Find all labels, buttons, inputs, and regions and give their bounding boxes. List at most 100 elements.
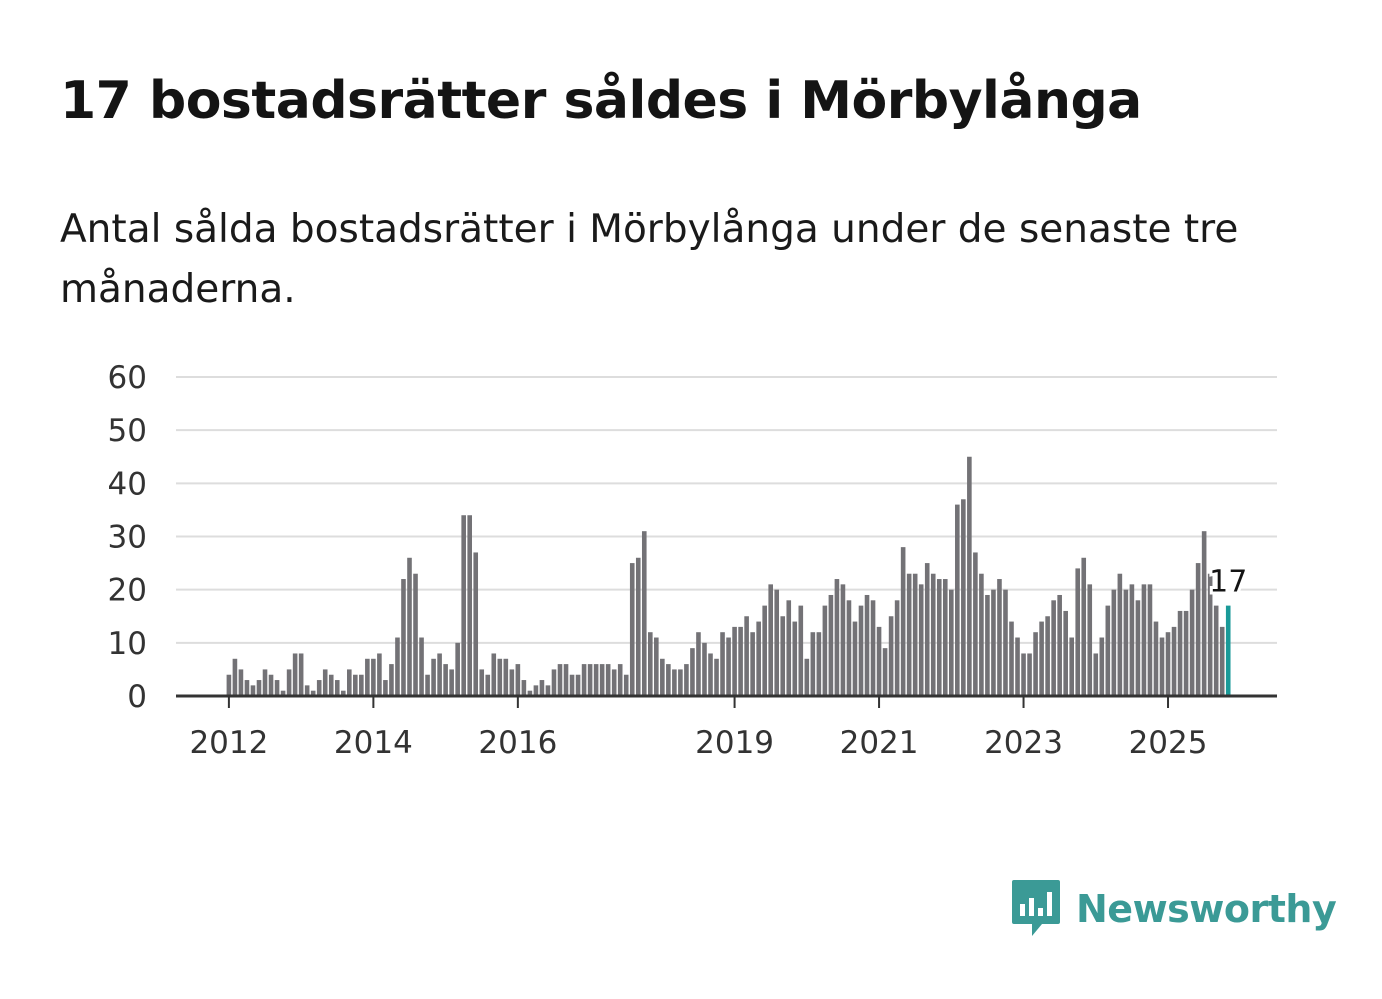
bar bbox=[762, 605, 767, 696]
bar bbox=[744, 616, 749, 696]
bar bbox=[347, 669, 352, 696]
y-tick-label: 20 bbox=[108, 573, 147, 609]
bar bbox=[1093, 653, 1099, 696]
bar bbox=[1159, 637, 1165, 696]
bar bbox=[648, 632, 653, 696]
bar bbox=[533, 685, 539, 696]
bar bbox=[383, 680, 388, 696]
bar bbox=[280, 690, 286, 696]
bar bbox=[461, 515, 466, 696]
bar bbox=[1165, 632, 1171, 696]
bar bbox=[1171, 626, 1177, 696]
bar bbox=[455, 642, 460, 696]
bar bbox=[930, 573, 936, 696]
bar bbox=[1039, 621, 1044, 696]
bar bbox=[726, 637, 731, 696]
bar bbox=[491, 653, 497, 696]
bar bbox=[768, 584, 773, 696]
y-tick-label: 10 bbox=[108, 626, 147, 662]
bar bbox=[1063, 610, 1068, 696]
bar bbox=[310, 690, 316, 696]
bar bbox=[840, 584, 846, 696]
bar bbox=[238, 669, 244, 696]
y-tick-label: 30 bbox=[108, 520, 147, 556]
bar bbox=[1075, 568, 1081, 696]
bar bbox=[1009, 621, 1014, 696]
bar bbox=[828, 594, 834, 696]
bar bbox=[696, 632, 701, 696]
brand-name: Newsworthy bbox=[1076, 887, 1337, 931]
annotations: 17 bbox=[1206, 562, 1250, 605]
bar bbox=[551, 669, 557, 696]
bar bbox=[888, 616, 894, 696]
bar bbox=[870, 600, 876, 696]
bar bbox=[334, 680, 340, 696]
bar bbox=[774, 589, 780, 696]
bar bbox=[810, 632, 816, 696]
x-tick-label: 2014 bbox=[334, 725, 413, 761]
bar bbox=[912, 573, 918, 696]
bar bbox=[834, 579, 840, 696]
bar bbox=[587, 664, 593, 696]
bar bbox=[924, 563, 930, 696]
bar bbox=[593, 664, 599, 696]
bar bbox=[437, 653, 442, 696]
bar bbox=[672, 669, 677, 696]
bar bbox=[274, 680, 280, 696]
bar bbox=[407, 557, 412, 696]
bar bbox=[1135, 600, 1141, 696]
bar bbox=[268, 674, 274, 696]
bar bbox=[557, 664, 563, 696]
y-tick-label: 40 bbox=[108, 466, 147, 502]
x-tick-label: 2023 bbox=[984, 725, 1063, 761]
bar bbox=[371, 658, 376, 696]
bar bbox=[1051, 600, 1056, 696]
bar bbox=[389, 664, 394, 696]
bar bbox=[340, 690, 346, 696]
bar bbox=[304, 685, 310, 696]
bar bbox=[882, 648, 888, 696]
bar bbox=[786, 600, 792, 696]
y-tick-label: 50 bbox=[108, 413, 147, 449]
bar bbox=[1141, 584, 1147, 696]
x-tick-label: 2021 bbox=[840, 725, 919, 761]
bar bbox=[1189, 589, 1195, 696]
bar bbox=[623, 674, 629, 696]
chart-subtitle: Antal sålda bostadsrätter i Mörbylånga u… bbox=[60, 207, 1239, 312]
bar bbox=[413, 573, 418, 696]
bar bbox=[756, 621, 761, 696]
y-tick-label: 0 bbox=[127, 679, 147, 715]
bar bbox=[720, 632, 725, 696]
bars bbox=[226, 456, 1231, 696]
bar bbox=[1045, 616, 1050, 696]
bar bbox=[684, 664, 689, 696]
bar bbox=[804, 658, 810, 696]
chart-title: 17 bostadsrätter såldes i Mörbylånga bbox=[60, 71, 1142, 131]
bar bbox=[991, 589, 996, 696]
bar bbox=[1069, 637, 1074, 696]
gridlines bbox=[176, 376, 1277, 644]
bar bbox=[894, 600, 900, 696]
bar bbox=[322, 669, 328, 696]
bar bbox=[750, 632, 755, 696]
bar bbox=[852, 621, 858, 696]
bar bbox=[377, 653, 382, 696]
bar bbox=[1201, 531, 1207, 696]
bar bbox=[292, 653, 298, 696]
newsworthy-logo: Newsworthy bbox=[1010, 878, 1337, 940]
bar bbox=[328, 674, 334, 696]
bar bbox=[1213, 605, 1219, 696]
bar bbox=[918, 584, 924, 696]
bar bbox=[1021, 653, 1026, 696]
bar bbox=[443, 664, 448, 696]
bar bbox=[575, 674, 581, 696]
bar bbox=[539, 680, 545, 696]
bar bbox=[858, 605, 864, 696]
x-tick-label: 2016 bbox=[478, 725, 557, 761]
bar bbox=[1207, 573, 1213, 696]
bar bbox=[936, 579, 942, 696]
bar bbox=[955, 504, 960, 696]
bar bbox=[365, 658, 370, 696]
bar bbox=[485, 674, 491, 696]
bar bbox=[353, 674, 358, 696]
